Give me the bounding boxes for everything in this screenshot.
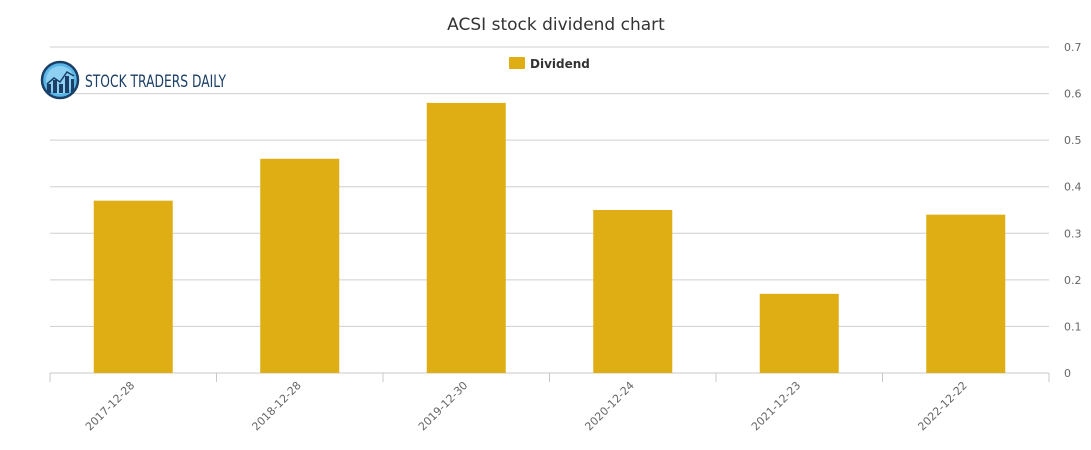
chart-title: ACSI stock dividend chart — [447, 15, 665, 35]
y-tick-label: 0.2 — [1064, 274, 1082, 287]
y-tick-label: 0 — [1064, 367, 1071, 380]
legend[interactable]: Dividend — [509, 57, 590, 71]
y-tick-label: 0.1 — [1064, 320, 1082, 333]
y-tick-label: 0.6 — [1064, 88, 1082, 101]
x-tick-label: 2022-12-22 — [915, 379, 969, 433]
bar-series — [93, 102, 1006, 373]
bar-2018-12-28[interactable] — [260, 158, 340, 373]
y-tick-label: 0.4 — [1064, 181, 1082, 194]
watermark-logo: STOCK TRADERS DAILY — [40, 60, 226, 100]
bar-2020-12-24[interactable] — [593, 210, 673, 373]
bar-2021-12-23[interactable] — [759, 293, 839, 373]
x-tick-label: 2018-12-28 — [249, 379, 303, 433]
legend-swatch — [509, 57, 525, 69]
x-tick-label: 2017-12-28 — [83, 379, 137, 433]
bar-chart-globe-icon — [40, 60, 80, 100]
x-axis: 2017-12-28 2018-12-28 2019-12-30 2020-12-24… — [49, 373, 1050, 433]
y-tick-label: 0.3 — [1064, 227, 1082, 240]
bar-2022-12-22[interactable] — [926, 214, 1006, 373]
x-tick-label: 2021-12-23 — [749, 379, 803, 433]
y-axis: 0 0.1 0.2 0.3 0.4 0.5 0.6 0.7 — [1064, 41, 1082, 380]
legend-label: Dividend — [530, 57, 590, 71]
x-tick-label: 2019-12-30 — [416, 379, 470, 433]
y-tick-label: 0.7 — [1064, 41, 1082, 54]
bar-2017-12-28[interactable] — [93, 200, 173, 373]
gridlines — [50, 46, 1049, 374]
x-tick-label: 2020-12-24 — [582, 379, 636, 433]
y-tick-label: 0.5 — [1064, 134, 1082, 147]
watermark-text: STOCK TRADERS DAILY — [85, 72, 226, 92]
bar-2019-12-30[interactable] — [426, 102, 506, 373]
